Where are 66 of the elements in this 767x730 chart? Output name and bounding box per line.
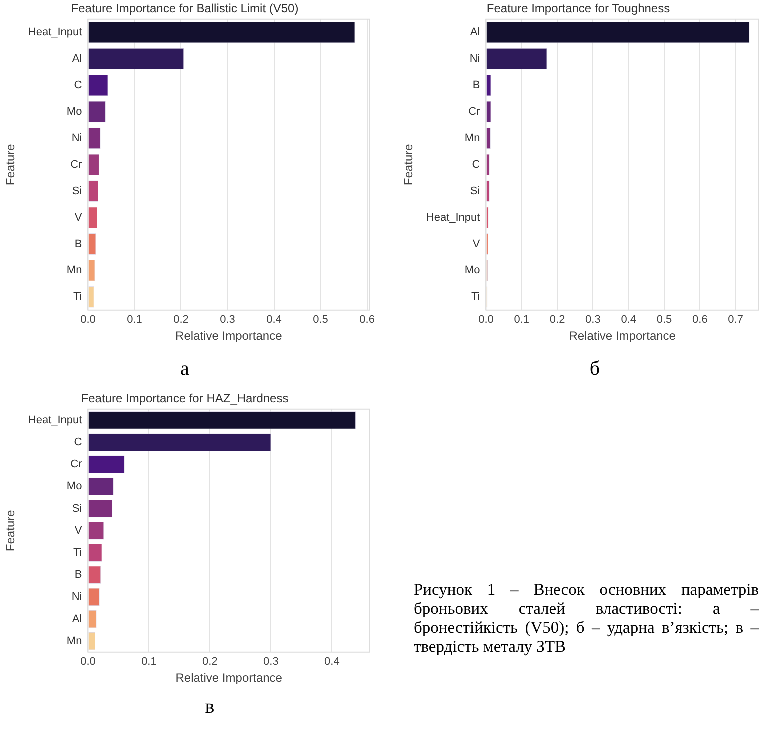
- x-tick-label: 0.6: [692, 314, 708, 326]
- x-tick-label: 0.4: [266, 314, 282, 326]
- x-axis-title: Relative Importance: [569, 329, 676, 344]
- text: а: [180, 358, 190, 381]
- y-tick-label: Cr: [70, 458, 83, 471]
- y-tick-label: Mn: [464, 132, 480, 144]
- y-tick-label: Si: [470, 185, 480, 198]
- x-axis-title: Relative Importance: [176, 671, 283, 686]
- x-tick-label: 0.0: [80, 314, 96, 326]
- y-tick-label: B: [74, 569, 82, 582]
- y-tick-label: Heat_Input: [28, 414, 82, 426]
- x-tick-label: 0.0: [478, 314, 494, 326]
- y-tick-label: Ti: [471, 291, 480, 304]
- y-tick-label: Si: [72, 502, 82, 515]
- x-tick-label: 0.3: [264, 656, 279, 668]
- y-tick-label: Ti: [73, 547, 82, 560]
- y-tick-label: Al: [470, 26, 480, 39]
- y-tick-label: Ni: [72, 591, 82, 604]
- x-tick-label: 0.5: [313, 314, 328, 326]
- y-tick-label: Ni: [72, 132, 82, 144]
- x-tick-label: 0.1: [514, 314, 530, 326]
- x-tick-label: 0.4: [621, 314, 636, 326]
- x-tick-label: 0.1: [127, 314, 142, 326]
- x-tick-label: 0.5: [656, 314, 672, 326]
- x-tick-label: 0.2: [202, 656, 218, 668]
- x-tick-label: 0.2: [174, 314, 189, 326]
- y-tick-label: Mn: [66, 264, 82, 277]
- x-tick-label: 0.3: [220, 314, 236, 326]
- chart-title: Feature Importance for Toughness: [486, 2, 670, 16]
- y-tick-label: Heat_Input: [426, 212, 480, 224]
- y-tick-label: C: [74, 436, 82, 449]
- x-tick-label: 0.6: [360, 314, 375, 326]
- y-axis-title: Feature: [402, 144, 416, 186]
- y-tick-label: C: [472, 158, 480, 171]
- x-tick-label: 0.4: [324, 656, 340, 668]
- text: Рисунок 1 – Внесок основних параметрів броньових сталей властивості: а – бронестійкість (V50); б – ударна в’язкість; в – твердість металу ЗТВ: [414, 580, 759, 656]
- text: в: [204, 696, 216, 719]
- x-tick-label: 0.2: [550, 314, 566, 326]
- y-tick-label: Ni: [470, 53, 480, 66]
- y-tick-label: Heat_Input: [28, 26, 82, 39]
- y-tick-label: Mn: [66, 635, 82, 648]
- y-tick-label: V: [74, 212, 83, 224]
- x-tick-label: 0.3: [586, 314, 601, 326]
- y-tick-label: V: [472, 238, 481, 250]
- y-tick-label: V: [74, 524, 83, 537]
- y-tick-label: Mo: [464, 264, 480, 277]
- y-tick-label: Mo: [66, 106, 82, 118]
- x-axis-title: Relative Importance: [176, 329, 283, 344]
- y-tick-label: B: [74, 238, 82, 250]
- chart-title: Feature Importance for HAZ_Hardness: [81, 392, 289, 406]
- y-tick-label: Cr: [70, 158, 83, 171]
- y-tick-label: Ti: [73, 291, 82, 304]
- y-axis-title: Feature: [4, 144, 18, 186]
- y-tick-label: Mo: [66, 480, 82, 493]
- y-tick-label: Cr: [468, 106, 481, 118]
- y-axis-title: Feature: [4, 510, 18, 552]
- text: б: [588, 358, 602, 381]
- x-tick-label: 0.1: [142, 656, 157, 668]
- x-tick-label: 0.0: [80, 656, 96, 668]
- y-tick-label: C: [74, 80, 82, 92]
- chart-title: Feature Importance for Ballistic Limit (V50): [71, 2, 299, 16]
- y-tick-label: Al: [72, 613, 82, 626]
- y-tick-label: Al: [72, 53, 82, 66]
- x-tick-label: 0.7: [728, 314, 744, 326]
- y-tick-label: Si: [72, 185, 82, 198]
- y-tick-label: B: [472, 80, 480, 92]
